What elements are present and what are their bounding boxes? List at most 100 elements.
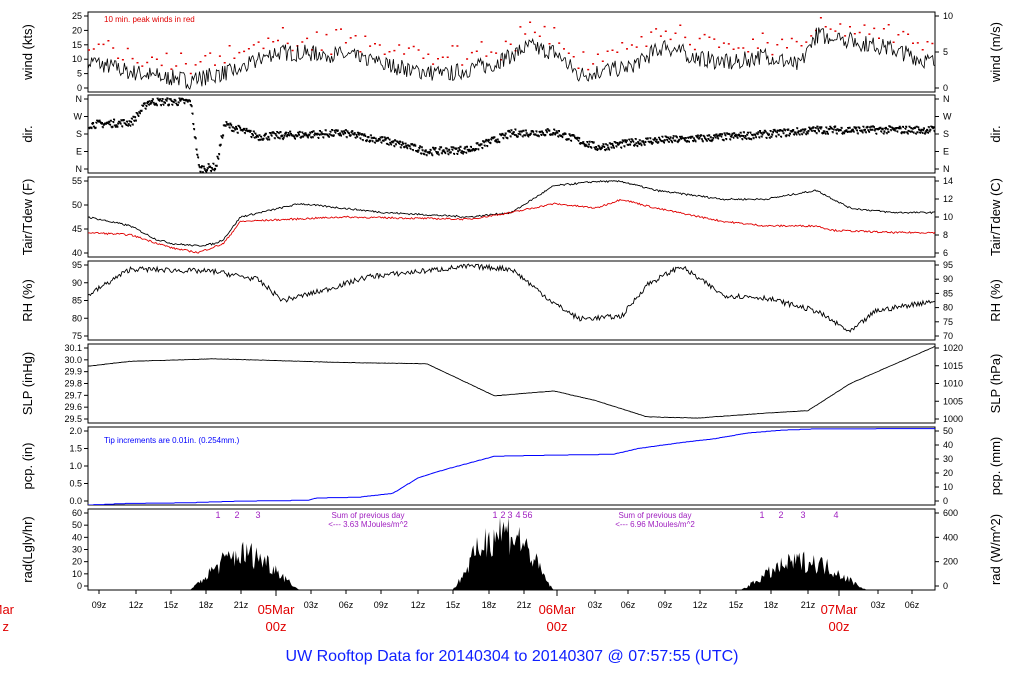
x-tick-label: 15z [729, 600, 744, 610]
radiation-hour-number: 4 [515, 510, 520, 520]
radiation-right-tick-label: 200 [943, 557, 958, 567]
day-label-hour: 00z [829, 619, 850, 634]
radiation-hour-number: 1 [215, 510, 220, 520]
x-tick-label: 06z [905, 600, 920, 610]
precip-annotation: Tip increments are 0.01in. (0.254mm.) [104, 436, 240, 445]
air-temperature-series [88, 179, 935, 247]
radiation-hour-number: 3 [255, 510, 260, 520]
wind-right-tick-label: 5 [943, 47, 948, 57]
wind-left-tick-label: 25 [72, 11, 82, 21]
humidity-ylabel-right: RH (%) [988, 279, 1003, 322]
radiation-sum-label: Sum of previous day [619, 511, 692, 520]
radiation-hour-number: 2 [500, 510, 505, 520]
day-label-hour-clipped: z [3, 619, 10, 634]
day-label-clipped: Mar [0, 602, 15, 617]
radiation-sum-label: Sum of previous day [332, 511, 405, 520]
radiation-hour-number: 1 [759, 510, 764, 520]
temperature-right-tick-label: 10 [943, 212, 953, 222]
x-tick-label: 12z [129, 600, 144, 610]
direction-left-tick-label: S [76, 129, 82, 139]
x-tick-label: 18z [199, 600, 214, 610]
x-tick-label: 06z [339, 600, 354, 610]
radiation-left-tick-label: 60 [72, 508, 82, 518]
humidity-right-tick-label: 90 [943, 274, 953, 284]
radiation-plot [88, 517, 935, 590]
radiation-left-tick-label: 20 [72, 557, 82, 567]
wind-right-tick-label: 10 [943, 11, 953, 21]
pressure-left-tick-label: 30.0 [64, 355, 82, 365]
pressure-left-tick-label: 29.8 [64, 379, 82, 389]
radiation-sum-value: <--- 6.96 MJoules/m^2 [615, 520, 695, 529]
wind-left-tick-label: 0 [77, 83, 82, 93]
pressure-right-tick-label: 1015 [943, 361, 963, 371]
precip-series [88, 428, 935, 505]
direction-right-tick-label: W [943, 112, 952, 122]
precipitation-left-tick-label: 0.5 [69, 479, 82, 489]
radiation-sum-value: <--- 3.63 MJoules/m^2 [328, 520, 408, 529]
wind-peak-series [88, 16, 934, 75]
direction-ylabel-left: dir. [20, 125, 35, 142]
direction-ylabel-right: dir. [988, 125, 1003, 142]
temperature-ylabel-right: Tair/Tdew (C) [988, 178, 1003, 256]
x-tick-label: 03z [588, 600, 603, 610]
humidity-right-tick-label: 85 [943, 288, 953, 298]
chart-footer-title: UW Rooftop Data for 20140304 to 20140307… [285, 648, 739, 665]
temperature-frame [87, 176, 936, 258]
wind-left-tick-label: 15 [72, 40, 82, 50]
x-tick-label: 12z [411, 600, 426, 610]
humidity-left-tick-label: 95 [72, 260, 82, 270]
day-label-hour: 00z [547, 619, 568, 634]
x-tick-label: 15z [164, 600, 179, 610]
wind-right-tick-label: 0 [943, 83, 948, 93]
radiation-left-tick-label: 10 [72, 569, 82, 579]
pressure-ylabel-right: SLP (hPa) [988, 354, 1003, 414]
radiation-hour-number: 3 [507, 510, 512, 520]
rh-series [88, 263, 935, 333]
pressure-ylabel-left: SLP (inHg) [20, 352, 35, 415]
temperature-right-tick-label: 6 [943, 248, 948, 258]
x-tick-label: 21z [517, 600, 532, 610]
pressure-right-tick-label: 1000 [943, 414, 963, 424]
radiation-right-tick-label: 400 [943, 532, 958, 542]
pressure-left-tick-label: 30.1 [64, 343, 82, 353]
radiation-left-tick-label: 0 [77, 581, 82, 591]
day-label: 05Mar [258, 602, 296, 617]
panel-precipitation: 0.0 0.5 1.0 1.5 2.0 0 10 20 30 40 50 pcp. (in) pcp. … [20, 426, 1003, 506]
humidity-left-tick-label: 90 [72, 278, 82, 288]
pressure-right-tick-label: 1020 [943, 343, 963, 353]
day-label: 06Mar [539, 602, 577, 617]
temperature-left-tick-label: 50 [72, 200, 82, 210]
pressure-left-tick-label: 29.9 [64, 367, 82, 377]
precipitation-ylabel-left: pcp. (in) [20, 443, 35, 490]
x-tick-label: 03z [871, 600, 886, 610]
precipitation-plot [88, 428, 935, 505]
temperature-left-tick-label: 45 [72, 224, 82, 234]
precipitation-left-tick-label: 2.0 [69, 426, 82, 436]
humidity-right-tick-label: 70 [943, 331, 953, 341]
x-tick-label: 09z [374, 600, 389, 610]
wind-peak-annotation: 10 min. peak winds in red [104, 15, 195, 24]
day-label: 07Mar [821, 602, 859, 617]
temperature-left-tick-label: 40 [72, 248, 82, 258]
direction-plot [88, 97, 935, 173]
humidity-right-tick-label: 95 [943, 260, 953, 270]
humidity-plot [88, 263, 935, 333]
x-tick-label: 18z [764, 600, 779, 610]
direction-left-tick-label: E [76, 147, 82, 157]
humidity-left-tick-label: 75 [72, 331, 82, 341]
precipitation-right-tick-label: 40 [943, 440, 953, 450]
x-tick-label: 09z [658, 600, 673, 610]
wind-left-tick-label: 10 [72, 54, 82, 64]
x-tick-label: 18z [482, 600, 497, 610]
temperature-right-tick-label: 8 [943, 230, 948, 240]
pressure-right-tick-label: 1010 [943, 379, 963, 389]
pressure-right-tick-label: 1005 [943, 396, 963, 406]
x-tick-label: 06z [621, 600, 636, 610]
direction-series [88, 97, 935, 173]
radiation-right-tick-label: 600 [943, 508, 958, 518]
humidity-left-tick-label: 80 [72, 313, 82, 323]
day-label-hour: 00z [266, 619, 287, 634]
x-tick-label: 12z [693, 600, 708, 610]
